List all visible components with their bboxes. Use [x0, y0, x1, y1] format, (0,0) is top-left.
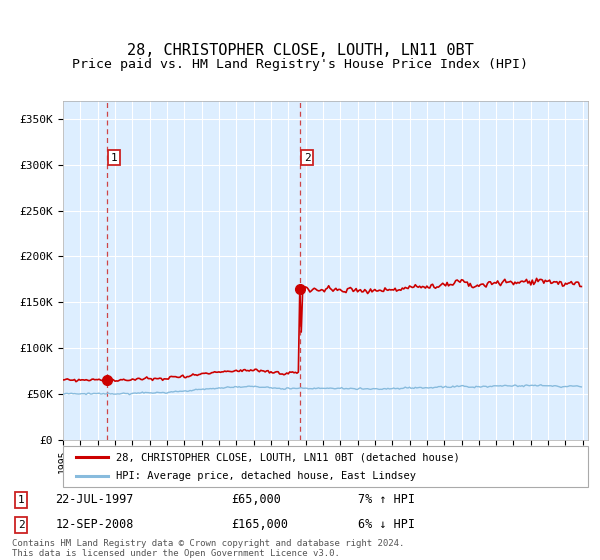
Text: 22-JUL-1997: 22-JUL-1997: [55, 493, 134, 506]
Text: 28, CHRISTOPHER CLOSE, LOUTH, LN11 0BT: 28, CHRISTOPHER CLOSE, LOUTH, LN11 0BT: [127, 43, 473, 58]
Text: HPI: Average price, detached house, East Lindsey: HPI: Average price, detached house, East…: [115, 471, 415, 481]
Text: 1: 1: [18, 495, 25, 505]
FancyBboxPatch shape: [63, 446, 588, 487]
Text: 28, CHRISTOPHER CLOSE, LOUTH, LN11 0BT (detached house): 28, CHRISTOPHER CLOSE, LOUTH, LN11 0BT (…: [115, 452, 459, 463]
Text: £165,000: £165,000: [231, 519, 288, 531]
Text: Price paid vs. HM Land Registry's House Price Index (HPI): Price paid vs. HM Land Registry's House …: [72, 58, 528, 71]
Text: 12-SEP-2008: 12-SEP-2008: [55, 519, 134, 531]
Text: Contains HM Land Registry data © Crown copyright and database right 2024.
This d: Contains HM Land Registry data © Crown c…: [12, 539, 404, 558]
Text: 7% ↑ HPI: 7% ↑ HPI: [358, 493, 415, 506]
Text: 2: 2: [18, 520, 25, 530]
Text: 1: 1: [110, 152, 118, 162]
Text: 6% ↓ HPI: 6% ↓ HPI: [358, 519, 415, 531]
Text: £65,000: £65,000: [231, 493, 281, 506]
Text: 2: 2: [304, 152, 311, 162]
